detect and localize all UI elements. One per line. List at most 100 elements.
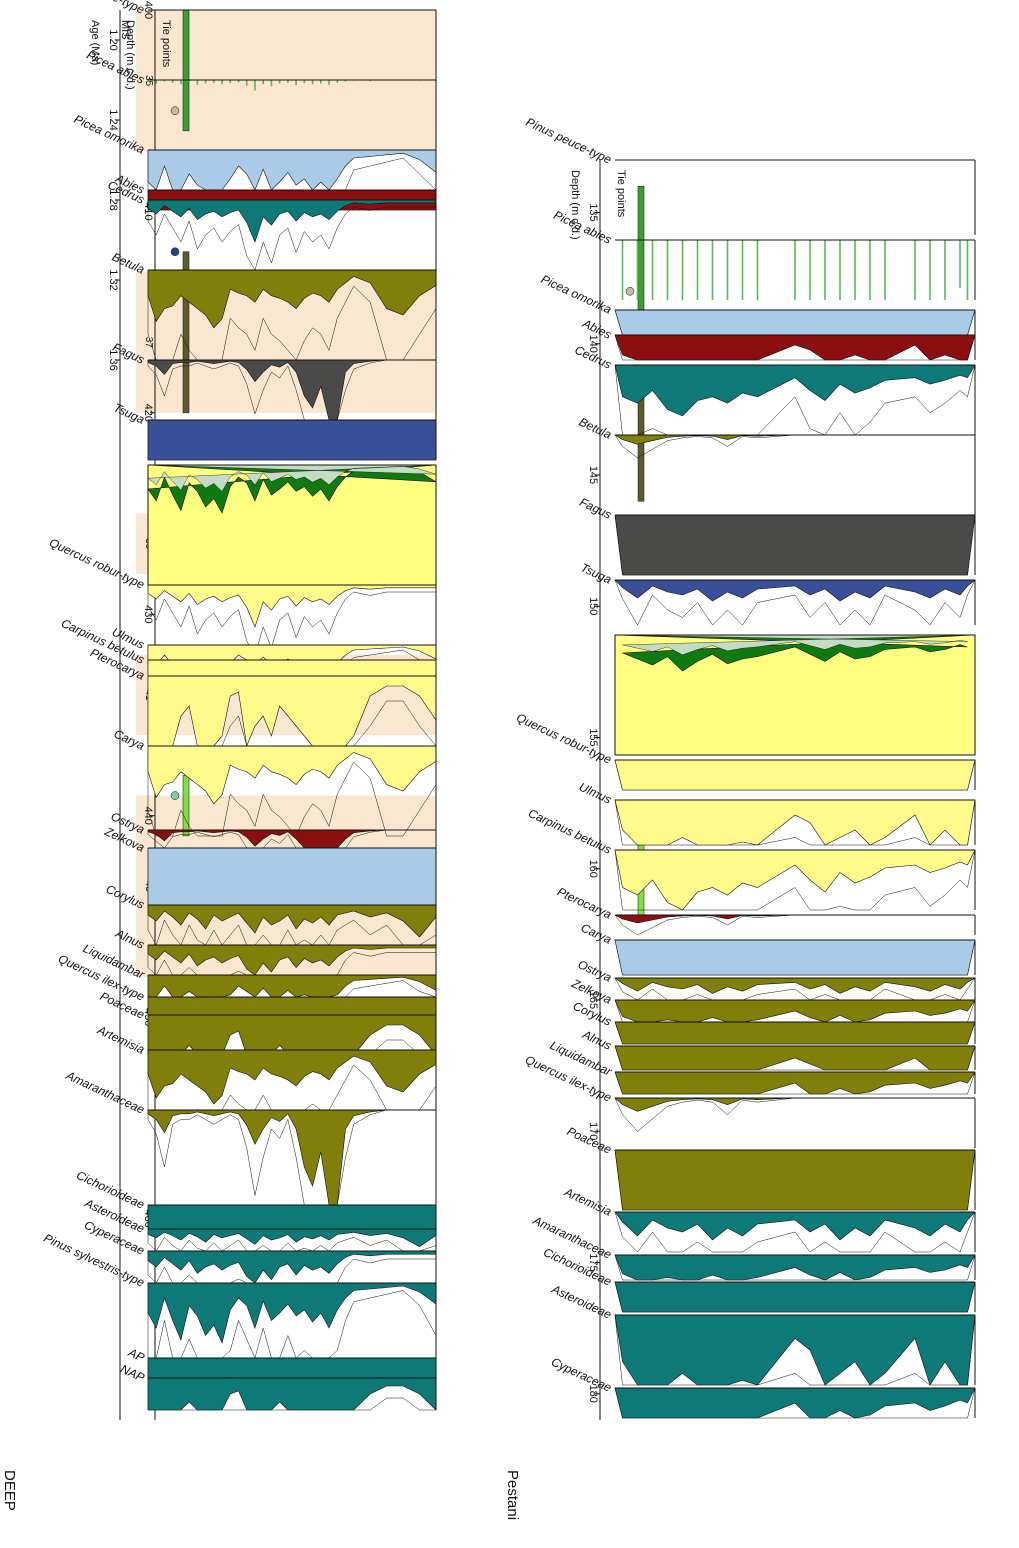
taxon-label-picea-omorika: Picea omorika bbox=[539, 272, 614, 317]
exaggeration-curve bbox=[147, 1109, 436, 1206]
taxon-label-carpinus-betulus: Carpinus betulus bbox=[526, 806, 614, 857]
taxon-label-amaranthaceae: Amaranthaceae bbox=[63, 1068, 147, 1117]
tie-point bbox=[170, 791, 180, 800]
mis-box bbox=[136, 513, 150, 574]
taxon-curve bbox=[614, 759, 976, 791]
rotated-figure: 3537394143400410420430440450460Depth (m … bbox=[1, 0, 977, 1520]
age-tick-label: 1.36 bbox=[107, 349, 119, 370]
taxon-label-ulmus: Ulmus bbox=[577, 780, 614, 807]
depth-tick-label: 165 bbox=[587, 991, 599, 1009]
mis-label: MIS bbox=[119, 20, 131, 40]
tie-bar bbox=[182, 9, 190, 132]
taxon-curve bbox=[614, 1021, 976, 1045]
taxon-curve bbox=[614, 999, 976, 1023]
taxon-curve bbox=[614, 1045, 976, 1071]
exaggeration-curve bbox=[614, 914, 975, 936]
taxon-label-quercus-robur-type: Quercus robur-type bbox=[47, 535, 147, 591]
tie-point bbox=[170, 247, 180, 256]
taxon-curve bbox=[147, 1282, 437, 1344]
taxon-curve bbox=[147, 1357, 437, 1379]
taxon-curve bbox=[147, 1014, 437, 1056]
exaggeration-curve bbox=[614, 1097, 975, 1132]
exaggeration-curve bbox=[147, 200, 437, 271]
depth-tick-label: 135 bbox=[587, 203, 599, 221]
taxon-label-asteroideae: Asteroideae bbox=[549, 1282, 614, 1322]
exaggeration-curve bbox=[147, 359, 436, 421]
depth-tick-label: 170 bbox=[587, 1122, 599, 1140]
taxon-curve bbox=[147, 675, 437, 748]
taxon-label-pterocarya: Pterocarya bbox=[555, 885, 614, 922]
taxon-curve bbox=[147, 419, 437, 461]
taxon-curve bbox=[614, 939, 976, 976]
tie-points-label: Tie points bbox=[160, 20, 172, 68]
taxon-label-ap: AP bbox=[125, 1345, 146, 1365]
depth-tick-label: 420 bbox=[142, 404, 154, 422]
mis-box bbox=[136, 10, 150, 151]
taxon-curve bbox=[147, 584, 437, 628]
exaggeration-curve bbox=[147, 829, 436, 849]
depth-tick-label: 160 bbox=[587, 860, 599, 878]
depth-tick-label: 155 bbox=[587, 728, 599, 746]
taxon-curve bbox=[614, 579, 976, 602]
taxon-curve bbox=[147, 974, 437, 998]
tie-bar bbox=[182, 251, 190, 414]
depth-tick-label: 180 bbox=[587, 1385, 599, 1403]
taxon-curve bbox=[147, 1377, 437, 1411]
mis-box bbox=[136, 795, 150, 977]
taxon-label-carya: Carya bbox=[579, 921, 614, 947]
taxon-curve bbox=[147, 359, 436, 421]
mis-box bbox=[136, 654, 150, 736]
taxon-curve bbox=[147, 149, 437, 191]
exaggeration-curve bbox=[147, 270, 437, 361]
taxon-label-nap: NAP bbox=[118, 1362, 146, 1385]
taxon-label-pinus-peuce-type: Pinus peuce-type bbox=[524, 115, 614, 167]
taxon-curve bbox=[614, 1314, 976, 1386]
tie-point bbox=[625, 287, 635, 296]
panel-title: DEEP bbox=[1, 1470, 18, 1511]
depth-tick-label: 430 bbox=[142, 605, 154, 623]
deep-panel: 3537394143400410420430440450460Depth (m … bbox=[1, 0, 437, 1511]
taxon-curve bbox=[147, 829, 436, 849]
taxon-curve bbox=[147, 1109, 436, 1206]
taxon-label-betula: Betula bbox=[577, 415, 614, 442]
taxon-label-artemisia: Artemisia bbox=[561, 1184, 613, 1218]
age-tick-label: 1.24 bbox=[107, 109, 119, 130]
age-tick-label: 1.32 bbox=[107, 269, 119, 290]
age-axis-label: Age (Ma) bbox=[89, 20, 101, 65]
taxon-label-pinus-peuce-type: Pinus peuce-type bbox=[57, 0, 147, 17]
panel-title: Pestani bbox=[504, 1470, 521, 1520]
taxon-curve bbox=[614, 914, 975, 924]
taxon-curve bbox=[147, 904, 437, 938]
taxon-curve bbox=[614, 1071, 976, 1095]
pestani-panel: 135 140 145 150 155 160 165 170 175 180 Depth (m c… bbox=[504, 115, 977, 1520]
taxon-curve bbox=[147, 269, 437, 329]
taxon-curve bbox=[613, 434, 975, 445]
taxon-curve bbox=[614, 309, 976, 336]
depth-axis-label: Depth (m c.d.) bbox=[124, 20, 136, 90]
taxon-curve bbox=[614, 1254, 976, 1281]
exaggeration-curve bbox=[614, 364, 976, 436]
taxon-curve bbox=[147, 996, 437, 1016]
taxon-curve bbox=[147, 1250, 437, 1284]
taxon-curve bbox=[147, 745, 437, 805]
mis-stage-label: 37 bbox=[143, 337, 154, 349]
tie-points-label: Tie points bbox=[615, 170, 627, 218]
depth-tick-label: 145 bbox=[587, 466, 599, 484]
taxon-curve bbox=[614, 1281, 976, 1313]
taxon-curve bbox=[614, 334, 976, 361]
taxon-curve bbox=[614, 849, 976, 911]
pinus-sylvestris-area bbox=[147, 464, 437, 492]
pinus-sylvestris-area bbox=[614, 634, 976, 656]
taxon-curve bbox=[614, 1097, 975, 1112]
taxon-label-tsuga: Tsuga bbox=[579, 560, 614, 586]
taxon-curve bbox=[147, 1204, 437, 1230]
depth-axis-label: Depth (m c.d.) bbox=[569, 170, 581, 240]
taxon-curve bbox=[147, 1049, 437, 1105]
taxon-curve bbox=[147, 944, 437, 976]
tie-bar bbox=[637, 396, 645, 502]
taxon-curve bbox=[614, 514, 976, 576]
age-tick-label: 1.28 bbox=[107, 189, 119, 210]
taxon-curve bbox=[614, 977, 977, 994]
taxon-curve bbox=[614, 1211, 976, 1241]
